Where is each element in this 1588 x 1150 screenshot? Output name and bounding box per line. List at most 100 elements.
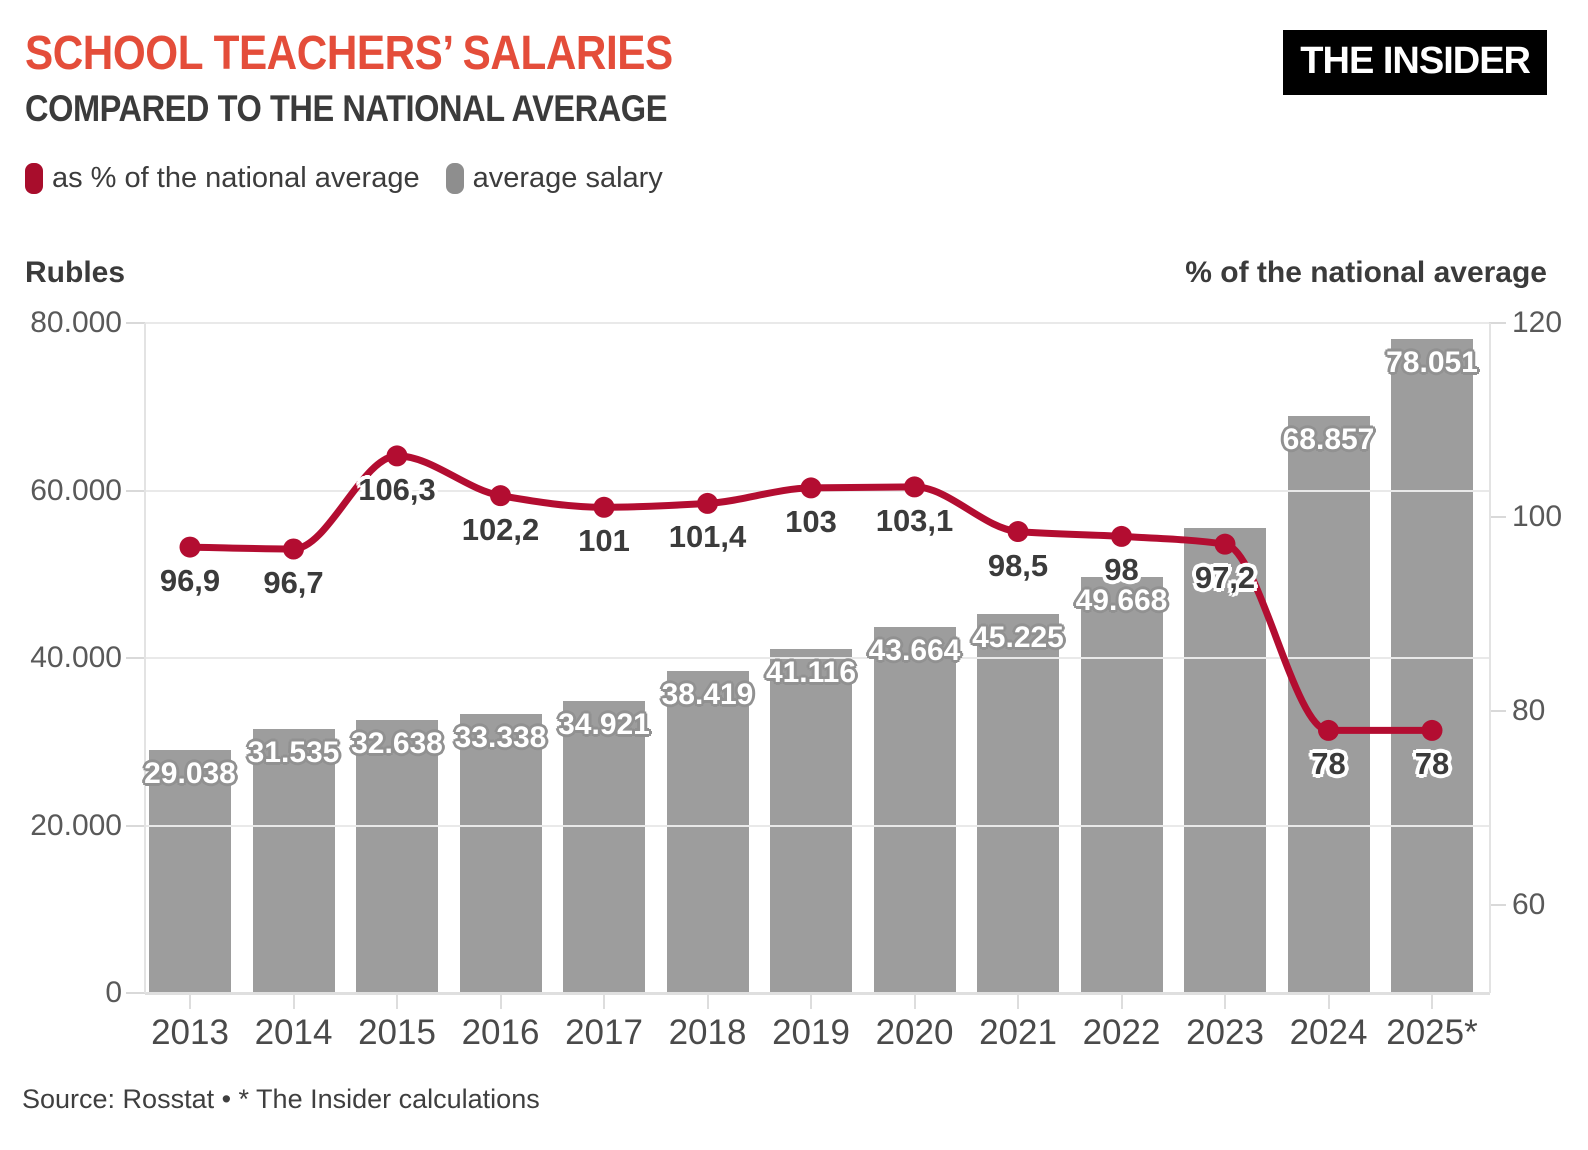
x-axis-year-label: 2016 (461, 1013, 540, 1052)
legend-label-percent: as % of the national average (52, 162, 420, 194)
bar-value-label: 41.116 (765, 655, 857, 689)
line-point-label: 103 (785, 503, 837, 539)
salary-bar (1184, 528, 1266, 993)
line-point-label: 98 (1104, 552, 1139, 588)
bar-value-label: 34.921 (558, 707, 650, 741)
left-axis-title: Rubles (25, 256, 126, 289)
left-axis-tick-dash (126, 657, 145, 659)
line-point-label: 102,2 (461, 511, 540, 547)
bar-value-label: 78.051 (1386, 346, 1478, 380)
x-axis-year-label: 2013 (151, 1013, 229, 1052)
page-subtitle: COMPARED TO THE NATIONAL AVERAGE (25, 88, 667, 129)
left-axis-tick-dash (126, 489, 145, 492)
left-axis-tick-label: 20.000 (30, 808, 122, 842)
x-axis-year-label: 2025* (1386, 1013, 1478, 1052)
x-axis-tick-dash (810, 995, 812, 1009)
bar-value-label: 33.338 (454, 720, 547, 754)
salary-bar (356, 719, 438, 993)
x-axis-year-label: 2014 (254, 1013, 333, 1052)
left-axis-line (144, 323, 146, 993)
line-point-marker (490, 485, 511, 507)
line-point-marker (179, 536, 201, 558)
line-point-label: 98,5 (987, 547, 1049, 583)
bar-value-label: 68.857 (1282, 423, 1375, 457)
line-point-label: 97,2 (1194, 560, 1256, 596)
left-axis-tick-label: 80.000 (30, 306, 122, 339)
bar-value-label: 38.419 (661, 678, 754, 712)
line-point-label: 78 (1414, 746, 1450, 782)
line-point-marker (1111, 525, 1132, 547)
bar-value-label: 49.668 (1075, 584, 1168, 618)
x-axis-year-label: 2020 (875, 1013, 954, 1052)
salary-bar (873, 627, 956, 993)
salary-bar (770, 648, 852, 993)
right-axis-tick-dash (1489, 322, 1506, 324)
gridline (145, 657, 1490, 659)
x-axis-year-label: 2019 (772, 1013, 850, 1052)
line-point-label: 96,9 (159, 563, 221, 599)
line-point-label: 78 (1311, 746, 1346, 782)
line-point-marker (1318, 719, 1339, 741)
line-point-marker (904, 476, 925, 498)
bar-value-label: 43.664 (868, 634, 961, 668)
right-axis-tick-label: 120 (1512, 306, 1563, 339)
salary-bar (252, 728, 335, 993)
line-point-label: 101 (578, 523, 630, 559)
legend-swatch-gray-icon (445, 163, 464, 194)
line-point-label: 101,4 (668, 519, 747, 555)
gridline (145, 992, 1490, 995)
x-axis-year-label: 2015 (358, 1013, 436, 1052)
legend-swatch-red-icon (25, 163, 43, 194)
salary-bar (563, 700, 645, 993)
x-axis-tick-dash (189, 995, 191, 1009)
bar-value-label: 29.038 (144, 756, 236, 790)
bar-value-label: 31.535 (247, 735, 340, 769)
legend-item-percent: as % of the national average (25, 162, 420, 195)
line-point-marker (697, 492, 718, 514)
gridline (145, 824, 1490, 827)
salary-bar (1391, 339, 1473, 993)
page-title: SCHOOL TEACHERS’ SALARIES (25, 27, 673, 80)
gridline (145, 322, 1490, 324)
line-point-label: 96,7 (263, 565, 324, 600)
source-note: Source: Rosstat • * The Insider calculat… (22, 1084, 540, 1114)
left-axis-tick-dash (126, 322, 145, 324)
left-axis-tick-label: 0 (105, 976, 122, 1009)
salary-bar (1080, 577, 1163, 993)
x-axis-tick-dash (1224, 995, 1226, 1009)
x-axis-year-label: 2024 (1289, 1013, 1368, 1052)
x-axis-tick-dash (396, 995, 398, 1009)
x-axis-year-label: 2018 (668, 1013, 747, 1052)
x-axis-tick-dash (1017, 995, 1019, 1009)
x-axis-tick-dash (1431, 995, 1433, 1009)
right-axis-tick-label: 60 (1512, 888, 1546, 921)
line-point-marker (386, 445, 408, 467)
legend: as % of the national average average sal… (25, 162, 663, 195)
x-axis-tick-dash (499, 995, 502, 1009)
right-axis-tick-dash (1489, 710, 1506, 712)
x-axis-tick-dash (913, 995, 916, 1009)
x-axis-tick-dash (706, 995, 709, 1009)
left-axis-tick-dash (126, 824, 145, 827)
line-point-marker (1421, 719, 1443, 741)
x-axis-year-label: 2017 (565, 1013, 643, 1052)
left-axis-tick-dash (126, 992, 145, 994)
right-axis-line (1489, 323, 1491, 993)
x-axis-tick-dash (603, 995, 605, 1009)
x-axis-year-label: 2021 (979, 1013, 1057, 1052)
bar-value-label: 45.225 (972, 621, 1064, 655)
right-axis-tick-dash (1489, 516, 1506, 518)
line-point-label: 103,1 (875, 502, 954, 538)
x-axis-tick-dash (292, 995, 295, 1009)
line-point-marker (800, 477, 822, 499)
salary-bar (977, 614, 1059, 993)
legend-label-salary: average salary (472, 162, 663, 194)
legend-item-salary: average salary (445, 162, 663, 195)
x-axis-year-label: 2022 (1082, 1013, 1161, 1052)
right-axis-tick-label: 80 (1512, 694, 1546, 727)
left-axis-tick-label: 60.000 (30, 473, 122, 507)
right-axis-tick-dash (1489, 904, 1506, 906)
